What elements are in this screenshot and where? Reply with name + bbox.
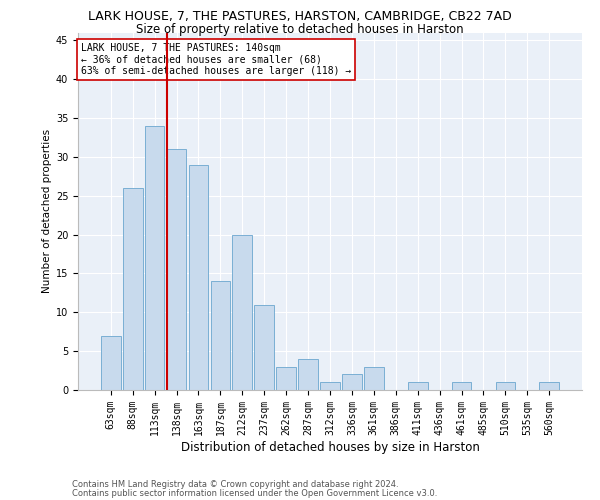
Bar [232,234,252,390]
Bar [496,382,515,390]
Bar [211,281,230,390]
Bar [276,366,296,390]
Bar [364,366,384,390]
X-axis label: Distribution of detached houses by size in Harston: Distribution of detached houses by size … [181,440,479,454]
Text: Contains HM Land Registry data © Crown copyright and database right 2024.: Contains HM Land Registry data © Crown c… [72,480,398,489]
Bar [298,359,318,390]
Bar [145,126,164,390]
Bar [320,382,340,390]
Bar [101,336,121,390]
Text: Size of property relative to detached houses in Harston: Size of property relative to detached ho… [136,22,464,36]
Bar [539,382,559,390]
Bar [123,188,143,390]
Bar [408,382,428,390]
Bar [254,304,274,390]
Text: LARK HOUSE, 7 THE PASTURES: 140sqm
← 36% of detached houses are smaller (68)
63%: LARK HOUSE, 7 THE PASTURES: 140sqm ← 36%… [80,43,351,76]
Bar [167,149,187,390]
Bar [188,164,208,390]
Bar [452,382,472,390]
Bar [342,374,362,390]
Text: LARK HOUSE, 7, THE PASTURES, HARSTON, CAMBRIDGE, CB22 7AD: LARK HOUSE, 7, THE PASTURES, HARSTON, CA… [88,10,512,23]
Text: Contains public sector information licensed under the Open Government Licence v3: Contains public sector information licen… [72,488,437,498]
Y-axis label: Number of detached properties: Number of detached properties [41,129,52,294]
